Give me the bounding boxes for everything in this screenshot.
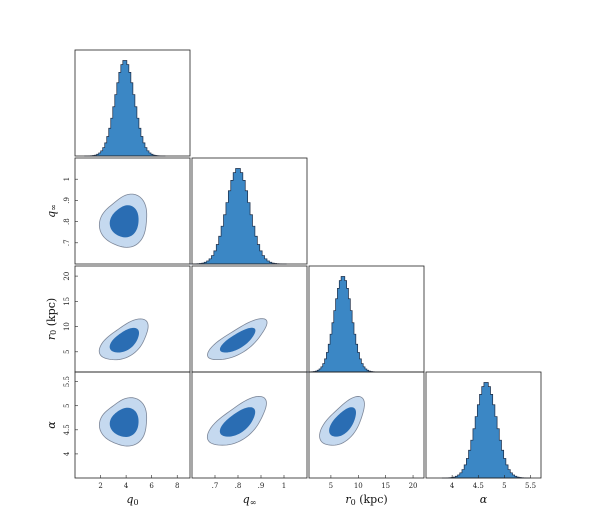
y-tick-label: 15 bbox=[63, 297, 71, 306]
y-tick-label: .9 bbox=[63, 197, 71, 204]
x-tick-label: 15 bbox=[381, 482, 390, 490]
x-tick-label: 8 bbox=[175, 482, 179, 490]
x-axis-label-r0: r0 (kpc) bbox=[345, 493, 387, 507]
panel-frame bbox=[74, 157, 191, 265]
x-tick-label: 2 bbox=[98, 482, 102, 490]
x-tick-label: 20 bbox=[409, 482, 418, 490]
x-tick-label: 5.5 bbox=[525, 482, 536, 490]
y-tick-label: 5.5 bbox=[63, 376, 71, 387]
histogram-bars bbox=[305, 276, 381, 373]
y-axis-label-r0: r0 (kpc) bbox=[45, 298, 58, 340]
panel-frame bbox=[191, 371, 308, 479]
contour-panel-alpha-vs-r0 bbox=[308, 371, 425, 479]
x-axis-label-alpha: α bbox=[480, 493, 488, 506]
hist-panel-alpha bbox=[425, 371, 542, 479]
y-tick-label: 4.5 bbox=[63, 424, 71, 435]
contour-68 bbox=[109, 407, 139, 437]
panel-frame bbox=[74, 49, 191, 157]
hist-panel-r0 bbox=[305, 265, 425, 373]
y-tick-label: 5 bbox=[63, 350, 71, 354]
x-tick-label: 4 bbox=[124, 482, 129, 490]
x-tick-label: 1 bbox=[282, 482, 286, 490]
x-tick-label: 4.5 bbox=[473, 482, 484, 490]
x-axis-label-qinf: q∞ bbox=[243, 493, 257, 507]
y-tick-label: .7 bbox=[63, 239, 71, 246]
y-axis-label-alpha: α bbox=[45, 421, 58, 429]
y-axis-label-qinf: q∞ bbox=[45, 204, 58, 218]
x-axis-label-q0: q0 bbox=[126, 493, 138, 507]
panel-frame bbox=[425, 371, 542, 479]
x-tick-label: 10 bbox=[354, 482, 363, 490]
contour-68 bbox=[109, 327, 140, 353]
panel-frame bbox=[74, 371, 191, 479]
panel-frame bbox=[74, 265, 191, 373]
y-tick-label: 1 bbox=[63, 177, 71, 181]
contour-panel-r0-vs-q0 bbox=[74, 265, 191, 373]
histogram-bars bbox=[189, 168, 287, 265]
y-tick-label: .8 bbox=[63, 218, 71, 225]
hist-panel-q0 bbox=[74, 49, 191, 157]
x-tick-label: 4 bbox=[450, 482, 455, 490]
contour-panel-alpha-vs-q0 bbox=[74, 371, 191, 479]
y-tick-label: 4 bbox=[63, 451, 71, 456]
panel-frame bbox=[191, 157, 308, 265]
panel-frame bbox=[308, 371, 425, 479]
contour-68 bbox=[219, 407, 256, 437]
y-tick-label: 10 bbox=[63, 322, 71, 331]
contour-68 bbox=[329, 407, 356, 437]
x-tick-label: 6 bbox=[149, 482, 154, 490]
hist-panel-qinf bbox=[189, 157, 308, 265]
contour-panel-r0-vs-qinf bbox=[191, 265, 308, 373]
y-tick-label: 5 bbox=[63, 403, 71, 407]
histogram-bars bbox=[84, 60, 166, 157]
x-tick-label: .7 bbox=[212, 482, 219, 490]
contour-68 bbox=[219, 327, 256, 353]
x-tick-label: .9 bbox=[258, 482, 265, 490]
x-tick-label: 5 bbox=[502, 482, 506, 490]
x-tick-label: 5 bbox=[329, 482, 333, 490]
histogram-bars bbox=[441, 382, 531, 479]
y-tick-label: 20 bbox=[63, 272, 71, 281]
x-tick-label: .8 bbox=[235, 482, 242, 490]
contour-panel-qinf-vs-q0 bbox=[74, 157, 191, 265]
contour-68 bbox=[109, 205, 139, 238]
contour-panel-alpha-vs-qinf bbox=[191, 371, 308, 479]
